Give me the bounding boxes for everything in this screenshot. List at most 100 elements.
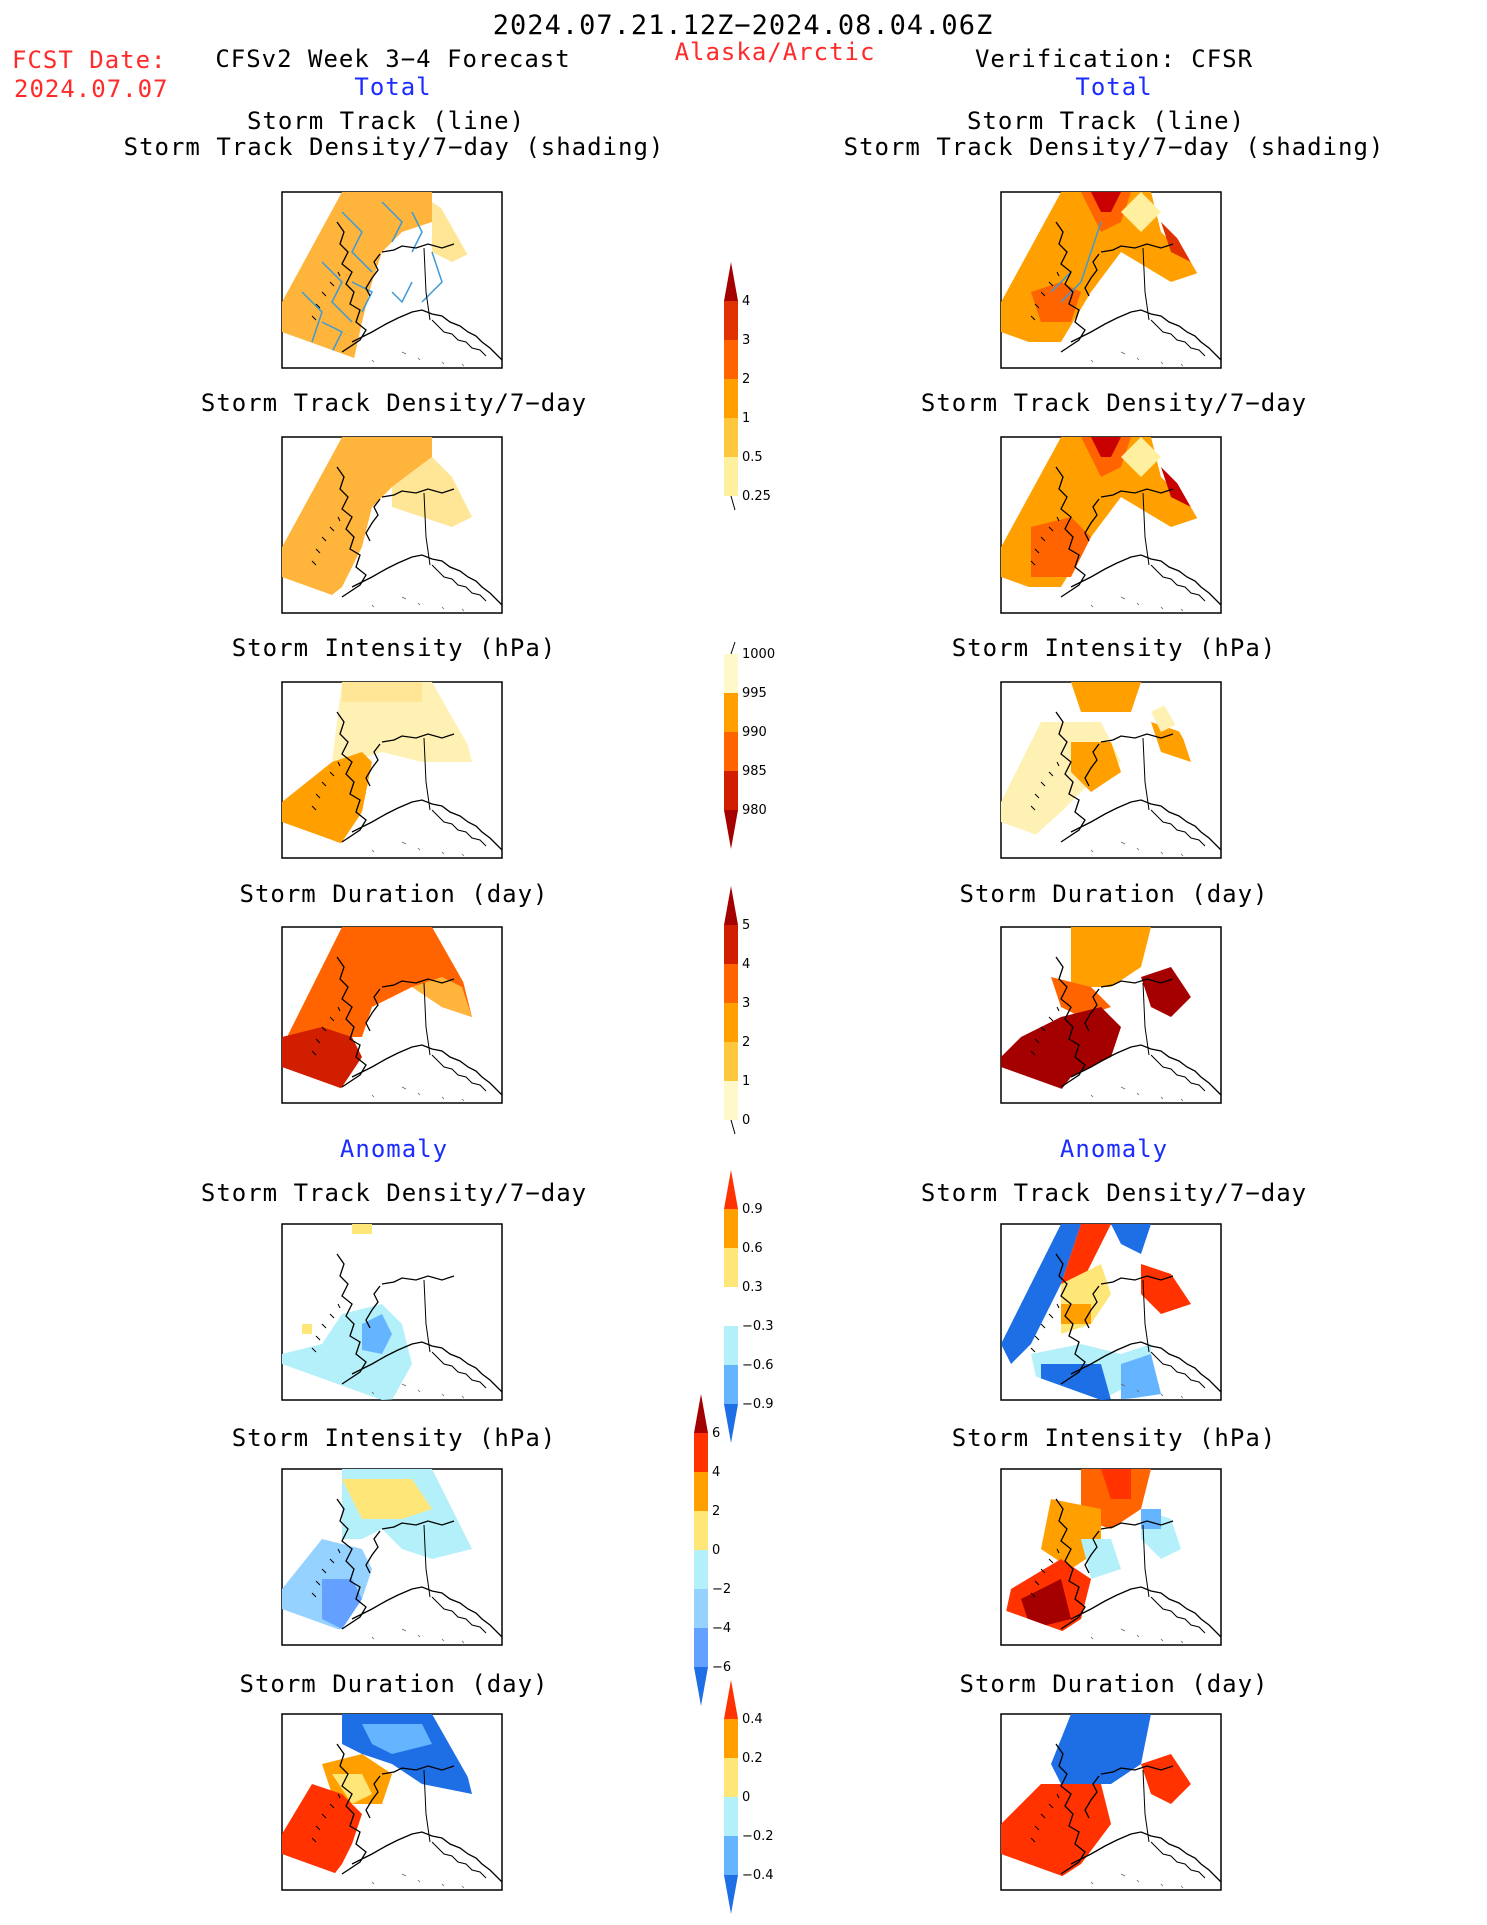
map-forecast-duration [281, 926, 503, 1104]
colorbar-swatch [724, 693, 738, 732]
colorbar-swatch [724, 1170, 738, 1209]
colorbar-swatch [724, 418, 738, 457]
colorbar-swatch [694, 1433, 708, 1472]
colorbar-swatch [694, 1589, 708, 1628]
colorbar-label: 6 [712, 1426, 720, 1441]
map-forecast-intensity [281, 681, 503, 859]
map-cfsr-duration [1000, 926, 1222, 1104]
panel-title-density-left: Storm Track Density/7−day [200, 389, 588, 417]
colorbar-label: 0 [742, 1790, 750, 1805]
colorbar-swatch [724, 1248, 738, 1287]
colorbar-swatch [724, 379, 738, 418]
period-title: 2024.07.21.12Z−2024.08.04.06Z [492, 10, 994, 41]
colorbar-label: 2 [742, 1035, 750, 1050]
colorbar-swatch [724, 732, 738, 771]
colorbar-swatch [724, 262, 738, 301]
colorbar-swatch [694, 1628, 708, 1667]
colorbar-density: 4 3 2 1 0.5 0.25 [724, 262, 771, 511]
colorbar-label: 1 [742, 411, 750, 426]
colorbar-swatch [724, 886, 738, 925]
colorbar-density-anomaly: 0.9 0.6 0.3 −0.3 −0.6 −0.9 [724, 1170, 774, 1443]
panel-title-duration-right: Storm Duration (day) [959, 880, 1269, 908]
colorbar-label: 0.3 [742, 1280, 763, 1295]
panel-title-density-anom-left: Storm Track Density/7−day [200, 1179, 588, 1207]
fcst-date-label: FCST Date: [12, 46, 167, 74]
colorbar-swatch [724, 1875, 738, 1914]
colorbar-label: 1000 [742, 647, 775, 662]
colorbar-label: −0.3 [742, 1319, 774, 1334]
colorbar-label: 3 [742, 996, 750, 1011]
colorbar-swatch [724, 1042, 738, 1081]
panel-title-track-line-left: Storm Track (line) [246, 107, 526, 135]
panel-title-duration-left: Storm Duration (day) [239, 880, 549, 908]
colorbar-intensity-anomaly: 6 4 2 0 −2 −4 −6 [694, 1394, 731, 1706]
map-forecast-intensity-anomaly [281, 1468, 503, 1646]
colorbar-swatch [724, 1680, 738, 1719]
colorbar-label: 0 [712, 1543, 720, 1558]
map-forecast-duration-anomaly [281, 1713, 503, 1891]
colorbar-intensity: 1000 995 990 985 980 [724, 641, 775, 849]
colorbar-swatch [694, 1550, 708, 1589]
colorbar-label: −0.4 [742, 1868, 774, 1883]
colorbar-swatch [724, 1365, 738, 1404]
colorbar-label: 995 [742, 686, 767, 701]
colorbar-swatch [724, 1404, 738, 1443]
colorbar-label: 2 [742, 372, 750, 387]
colorbar-swatch [724, 771, 738, 810]
colorbar-label: 5 [742, 918, 750, 933]
map-forecast-density [281, 436, 503, 614]
colorbar-swatch [724, 1719, 738, 1758]
map-cfsr-track [1000, 191, 1222, 369]
colorbar-tail [730, 1119, 736, 1135]
colorbar-label: −2 [712, 1582, 731, 1597]
colorbar-label: 0.4 [742, 1712, 763, 1727]
colorbar-label: 0 [742, 1113, 750, 1128]
panel-title-intensity-left: Storm Intensity (hPa) [231, 634, 557, 662]
colorbar-label: −4 [712, 1621, 731, 1636]
colorbar-label: −0.6 [742, 1358, 774, 1373]
panel-title-intensity-anom-right: Storm Intensity (hPa) [951, 1424, 1277, 1452]
colorbar-label: 1 [742, 1074, 750, 1089]
panel-title-intensity-right: Storm Intensity (hPa) [951, 634, 1277, 662]
panel-title-duration-anom-left: Storm Duration (day) [239, 1670, 549, 1698]
panel-title-track-line-right: Storm Track (line) [966, 107, 1246, 135]
total-label-right: Total [1075, 73, 1153, 101]
panel-title-track-density-shading-right: Storm Track Density/7−day (shading) [843, 133, 1385, 161]
total-label-left: Total [354, 73, 432, 101]
panel-title-density-right: Storm Track Density/7−day [920, 389, 1308, 417]
colorbar-duration: 5 4 3 2 1 0 [724, 886, 750, 1135]
map-forecast-density-anomaly [281, 1223, 503, 1401]
colorbar-swatch [724, 340, 738, 379]
map-cfsr-duration-anomaly [1000, 1713, 1222, 1891]
colorbar-swatch [694, 1511, 708, 1550]
colorbar-swatch [724, 1797, 738, 1836]
colorbar-label: 3 [742, 333, 750, 348]
colorbar-swatch [724, 810, 738, 849]
colorbar-label: 990 [742, 725, 767, 740]
panel-title-intensity-anom-left: Storm Intensity (hPa) [231, 1424, 557, 1452]
colorbar-swatch [694, 1394, 708, 1433]
colorbar-tail [730, 495, 736, 511]
colorbar-label: 2 [712, 1504, 720, 1519]
colorbar-label: 4 [742, 957, 750, 972]
colorbar-swatch [694, 1472, 708, 1511]
colorbar-label: 0.2 [742, 1751, 763, 1766]
verification-title: Verification: CFSR [974, 45, 1254, 73]
map-cfsr-intensity-anomaly [1000, 1468, 1222, 1646]
colorbar-swatch [694, 1667, 708, 1706]
colorbar-duration-anomaly: 0.4 0.2 0 −0.2 −0.4 [724, 1680, 774, 1914]
forecast-title: CFSv2 Week 3−4 Forecast [215, 45, 571, 73]
panel-title-duration-anom-right: Storm Duration (day) [959, 1670, 1269, 1698]
panel-title-track-density-shading-left: Storm Track Density/7−day (shading) [123, 133, 665, 161]
colorbar-label: −0.9 [742, 1397, 774, 1412]
fcst-date-value: 2024.07.07 [14, 75, 169, 103]
map-cfsr-density [1000, 436, 1222, 614]
region-title: Alaska/Arctic [674, 38, 876, 66]
colorbar-tail [730, 641, 736, 655]
colorbar-swatch [724, 1758, 738, 1797]
colorbar-label: 0.9 [742, 1202, 763, 1217]
colorbar-swatch [724, 1003, 738, 1042]
colorbar-label: 4 [712, 1465, 720, 1480]
colorbar-label: 4 [742, 294, 750, 309]
colorbar-swatch [724, 1209, 738, 1248]
